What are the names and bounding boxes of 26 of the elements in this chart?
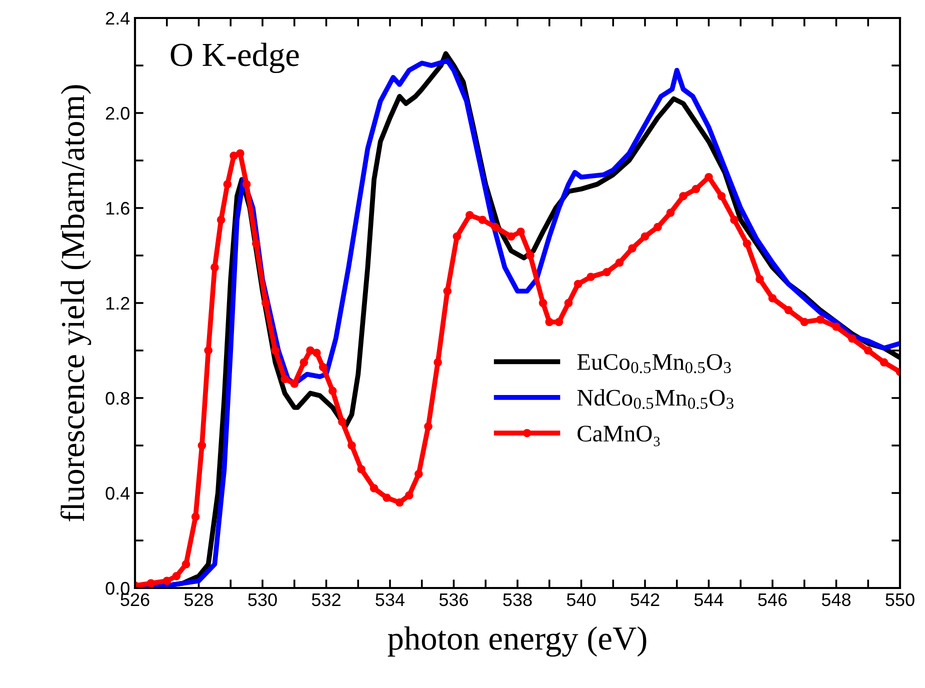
y-tick-label: 2.4 bbox=[106, 12, 130, 25]
x-tick-label: 532 bbox=[312, 593, 340, 606]
legend-label: EuCo$_{0.5}$Mn$_{0.5}$O$_{3}$ bbox=[577, 354, 731, 374]
x-tick-label: 534 bbox=[376, 593, 405, 606]
x-tick-label: 536 bbox=[439, 593, 468, 606]
annotation: O K-edge bbox=[170, 42, 299, 74]
y-tick-label: 2.0 bbox=[106, 106, 130, 120]
y-tick-label: 1.2 bbox=[106, 296, 130, 310]
x-tick-label: 538 bbox=[503, 593, 532, 606]
legend-label: CaMnO₃ bbox=[578, 426, 660, 446]
x-tick-label: 550 bbox=[886, 593, 914, 606]
y-tick-label: 0.4 bbox=[106, 486, 130, 500]
y-tick-label: 0.8 bbox=[106, 392, 130, 405]
x-tick-label: 542 bbox=[630, 593, 660, 606]
x-tick-label: 528 bbox=[184, 593, 214, 606]
x-tick-label: 544 bbox=[694, 594, 724, 606]
x-tick-label: 530 bbox=[248, 593, 277, 606]
x-tick-label: 548 bbox=[822, 593, 851, 606]
legend-label: NdCo$_{0.5}$Mn$_{0.5}$O$_{3}$ bbox=[577, 389, 734, 409]
y-tick-label: 1.6 bbox=[106, 202, 130, 215]
x-tick-label: 540 bbox=[566, 593, 596, 606]
x-tick-label: 526 bbox=[120, 593, 150, 606]
x-axis-title: photon energy (eV) bbox=[388, 626, 646, 657]
x-tick-label: 546 bbox=[758, 593, 787, 606]
y-axis-title: fluorescence yield (Mbarn/atom) bbox=[60, 85, 92, 522]
y-tick-label: 0.0 bbox=[106, 582, 130, 595]
